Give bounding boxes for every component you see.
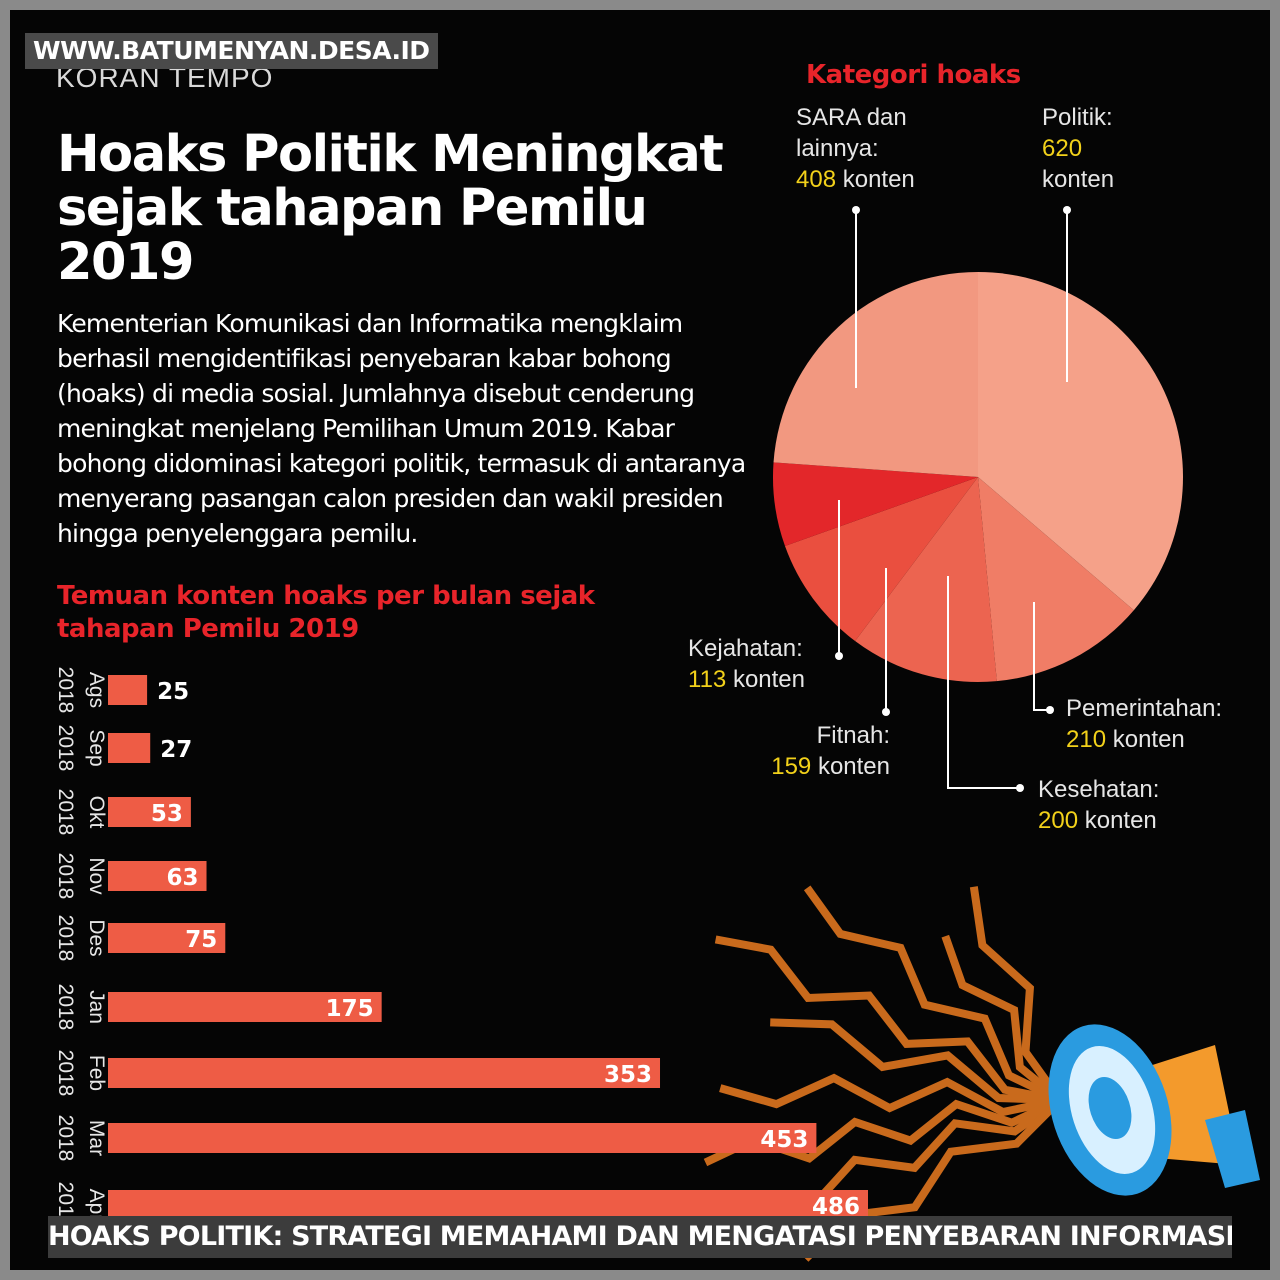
bar-category-year: 2018 [54, 853, 77, 900]
pie-label-kesehatan-value: 200 [1038, 807, 1079, 834]
pie-leader-dot [835, 652, 843, 660]
bar-value-label: 353 [604, 1062, 652, 1088]
pie-label-kesehatan-unit: konten [1084, 807, 1157, 834]
pie-label-fitnah-value: 159 [771, 753, 812, 780]
bar-category-year: 2018 [54, 915, 77, 962]
pie-leader-line [1033, 602, 1050, 711]
pie-label-kejahatan-name: Kejahatan: [688, 635, 803, 662]
burst-ray [969, 886, 1064, 1103]
pie-leader-dot [1016, 784, 1024, 792]
bar [108, 675, 148, 705]
bar-category-label: Apr [85, 1189, 108, 1222]
pie-label-politik: Politik: 620 konten [1042, 102, 1152, 195]
pie-slice-kejahatan [773, 462, 978, 547]
pie-label-politik-unit: konten [1042, 166, 1115, 193]
pie-label-sara-unit: konten [842, 166, 915, 193]
pie-leader-dot [1046, 706, 1054, 714]
pie-slice-fitnah [784, 477, 978, 642]
pie-label-kejahatan-unit: konten [732, 666, 805, 693]
bar-category-label: Nov [85, 857, 108, 895]
pie-label-pemerintahan-unit: konten [1112, 726, 1185, 753]
bar-chart: 25 Ags 2018 27 Sep 2018 53 Okt 2018 63 Nov 2018 75 De… [54, 667, 868, 1228]
bar-category-label: Feb [85, 1055, 108, 1091]
bar-value-label: 486 [812, 1194, 860, 1220]
bar-value-label: 63 [167, 865, 199, 891]
burst-ray [941, 934, 1063, 1104]
pie-label-kejahatan: Kejahatan: 113 konten [688, 633, 805, 695]
pie-label-sara-name: SARA dan lainnya: [796, 104, 907, 162]
bar-category-label: Sep [85, 729, 108, 766]
pie-label-kesehatan: Kesehatan: 200 konten [1038, 774, 1159, 836]
bar-value-label: 75 [185, 927, 217, 953]
bar [108, 797, 191, 827]
pie-label-sara: SARA dan lainnya: 408 konten [796, 102, 966, 195]
intro-paragraph: Kementerian Komunikasi dan Informatika m… [57, 309, 746, 548]
pie-label-politik-value: 620 [1042, 135, 1083, 162]
burst-ray [770, 1018, 1061, 1104]
bar-value-label: 453 [760, 1127, 808, 1153]
bar-value-label: 25 [157, 679, 189, 705]
pie-slice-politik [978, 272, 1184, 611]
bar-chart-title: Temuan konten hoaks per bulan sejak taha… [57, 581, 595, 644]
bar [108, 1123, 817, 1153]
headline: Hoaks Politik Meningkat sejak tahapan Pe… [57, 125, 724, 292]
pie-leader-line [947, 576, 1020, 789]
bar-category-label: Des [85, 919, 108, 956]
burst-ray [719, 1073, 1061, 1117]
pie-slice-pemerintahan [978, 477, 1134, 682]
megaphone-handle [1205, 1110, 1260, 1188]
bar-category-label: Jan [85, 990, 108, 1024]
burst-ray [714, 935, 1061, 1104]
bar [108, 861, 207, 891]
pie-label-pemerintahan-value: 210 [1066, 726, 1107, 753]
bar-category-year: 2018 [54, 1050, 77, 1097]
bar-category-year: 2018 [54, 789, 77, 836]
bar-value-label: 27 [160, 737, 192, 763]
watermark: WWW.BATUMENYAN.DESA.ID [25, 33, 438, 69]
pie-slice-kesehatan [855, 477, 997, 682]
sound-burst-illustration [703, 885, 1064, 1262]
pie-leader-dot [852, 206, 860, 214]
bar-category-year: 2018 [54, 725, 77, 772]
pie-label-fitnah: Fitnah: 159 konten [752, 720, 890, 782]
burst-ray [803, 885, 1062, 1104]
bar [108, 1058, 661, 1088]
bar-category-label: Mar [85, 1120, 108, 1156]
bar-category-label: Ags [85, 672, 108, 708]
bar-category-year: 2018 [54, 1115, 77, 1162]
bar-category-year: 2018 [54, 984, 77, 1031]
caption-banner: HOAKS POLITIK: STRATEGI MEMAHAMI DAN MEN… [48, 1216, 1232, 1258]
bar [108, 733, 151, 763]
pie-leader-dot [1063, 206, 1071, 214]
bar [108, 923, 226, 953]
pie-label-sara-value: 408 [796, 166, 837, 193]
pie-label-politik-name: Politik: [1042, 104, 1113, 131]
pie-label-fitnah-unit: konten [817, 753, 890, 780]
pie-leader-dot [882, 708, 890, 716]
pie-slice-sara [773, 272, 978, 477]
pie-label-fitnah-name: Fitnah: [816, 722, 890, 749]
pie-chart [773, 206, 1184, 792]
bar [108, 992, 382, 1022]
pie-label-pemerintahan-name: Pemerintahan: [1066, 695, 1223, 722]
bar-value-label: 53 [151, 801, 183, 827]
infographic: KORAN TEMPO Hoaks Politik Meningkat seja… [10, 10, 1270, 1270]
pie-label-kejahatan-value: 113 [688, 666, 727, 693]
bar-category-year: 2018 [54, 667, 77, 714]
pie-label-kesehatan-name: Kesehatan: [1038, 776, 1160, 803]
bar-value-label: 175 [326, 996, 374, 1022]
bar-category-label: Okt [85, 796, 108, 829]
chart-canvas: 25 Ags 2018 27 Sep 2018 53 Okt 2018 63 Nov 2018 75 De… [54, 206, 1260, 1262]
pie-chart-title: Kategori hoaks [806, 60, 1021, 90]
megaphone-icon [1048, 1024, 1260, 1196]
pie-label-pemerintahan: Pemerintahan: 210 konten [1066, 693, 1222, 755]
megaphone-bell-core [1088, 1076, 1132, 1140]
bar [108, 1190, 868, 1220]
